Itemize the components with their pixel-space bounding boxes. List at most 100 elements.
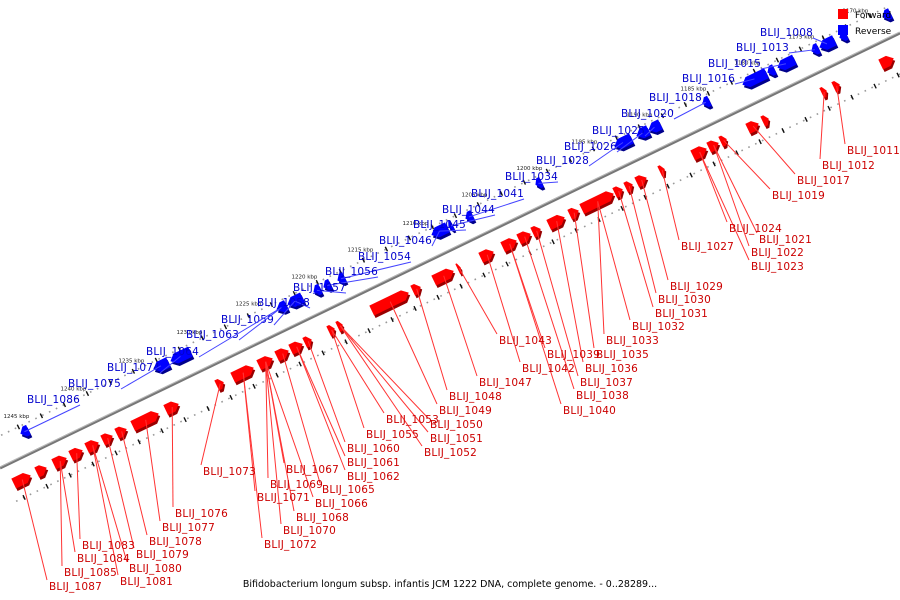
track-tick xyxy=(275,372,279,378)
gene-label-text: BLIJ_1019 xyxy=(772,190,825,202)
track-tick xyxy=(758,139,762,145)
gene-leader-line xyxy=(486,254,521,363)
track-tick xyxy=(660,113,665,119)
gene-label-text: BLIJ_1025 xyxy=(592,125,645,137)
gene-leader-line xyxy=(238,307,282,341)
gene-label: BLIJ_1069 xyxy=(265,361,323,491)
reverse-gene xyxy=(431,222,452,240)
gene-body xyxy=(500,238,517,253)
reverse-gene xyxy=(811,43,823,57)
gene-leader-line xyxy=(788,49,815,54)
gene-label-text: BLIJ_1069 xyxy=(270,479,323,491)
track-tick xyxy=(384,246,389,252)
label-layer: BLIJ_1008 BLIJ_1013 BLIJ_1015 BLIJ_1016 BLIJ… xyxy=(21,27,900,593)
gene-body xyxy=(100,433,113,446)
gene-label: BLIJ_1045 xyxy=(413,219,467,232)
track-tick xyxy=(522,179,527,185)
gene-leader-line xyxy=(265,361,295,512)
gene-label: BLIJ_1018 xyxy=(649,92,707,104)
forward-gene xyxy=(431,268,456,289)
gene-label: BLIJ_1073 xyxy=(200,383,256,478)
gene-label: BLIJ_1032 xyxy=(597,201,685,333)
gene-leader-line xyxy=(339,325,423,447)
track-tick xyxy=(252,383,256,389)
track-tick xyxy=(85,391,90,397)
gene-leader-line xyxy=(673,101,707,120)
gene-label: BLIJ_1078 xyxy=(121,431,202,548)
gene-label: BLIJ_1057 xyxy=(293,282,347,294)
gene-label: BLIJ_1070 xyxy=(265,361,336,537)
gene-label: BLIJ_1081 xyxy=(92,445,173,588)
gene-label: BLIJ_1040 xyxy=(509,243,616,417)
track-tick xyxy=(91,461,95,467)
track-tick xyxy=(62,402,67,408)
gene-label: BLIJ_1058 xyxy=(257,297,311,309)
reverse-gene xyxy=(702,95,714,110)
forward-gene xyxy=(100,433,115,449)
gene-label: BLIJ_1038 xyxy=(524,236,629,402)
track-tick xyxy=(229,394,233,400)
gene-label-text: BLIJ_1080 xyxy=(129,563,182,575)
gene-label: BLIJ_1028 xyxy=(536,142,624,167)
gene-label: BLIJ_1063 xyxy=(186,307,282,341)
track-tick xyxy=(137,439,141,445)
gene-label-text: BLIJ_1015 xyxy=(708,58,761,70)
gene-label-text: BLIJ_1084 xyxy=(77,553,130,565)
gene-leader-line xyxy=(450,214,496,227)
axis-highlight xyxy=(0,31,900,468)
gene-label: BLIJ_1044 xyxy=(442,204,496,227)
forward-gene xyxy=(84,440,101,456)
gene-label-text: BLIJ_1081 xyxy=(120,576,173,588)
gene-leader-line xyxy=(92,445,119,576)
gene-body xyxy=(777,54,797,71)
gene-label: BLIJ_1065 xyxy=(282,353,375,496)
gene-body xyxy=(163,401,179,416)
gene-label-text: BLIJ_1046 xyxy=(379,235,432,247)
track-tick xyxy=(453,213,458,219)
gene-leader-line xyxy=(340,261,412,280)
gene-leader-line xyxy=(273,300,296,326)
gene-leader-line xyxy=(326,276,379,287)
gene-body xyxy=(742,68,769,88)
gene-label-text: BLIJ_1033 xyxy=(606,335,659,347)
track-tick xyxy=(873,83,877,89)
gene-body xyxy=(455,263,462,274)
track-tick xyxy=(683,101,688,108)
gene-leader-line xyxy=(468,198,525,218)
gene-label: BLIJ_1084 xyxy=(59,461,130,565)
forward-gene xyxy=(68,447,85,464)
legend-forward-swatch xyxy=(838,9,848,19)
gene-label: BLIJ_1086 xyxy=(24,394,81,433)
gene-leader-line xyxy=(200,383,221,466)
gene-leader-line xyxy=(573,212,595,349)
gene-label: BLIJ_1041 xyxy=(468,188,525,218)
gene-label-text: BLIJ_1052 xyxy=(424,447,477,459)
forward-gene xyxy=(288,341,305,358)
gene-leader-line xyxy=(641,179,669,281)
track-tick xyxy=(499,190,504,197)
gene-label: BLIJ_1076 xyxy=(171,406,228,520)
ruler-tick-label: 1240 kbp xyxy=(61,386,87,392)
gene-body xyxy=(431,222,450,238)
forward-gene xyxy=(516,231,533,247)
gene-label-text: BLIJ_1039 xyxy=(547,349,600,361)
gene-label-text: BLIJ_1054 xyxy=(358,251,411,263)
gene-label: BLIJ_1049 xyxy=(389,301,492,417)
forward-gene xyxy=(326,325,337,339)
gene-label-text: BLIJ_1012 xyxy=(822,160,875,172)
track-tick xyxy=(505,261,509,267)
forward-gene xyxy=(634,175,649,190)
track-tick xyxy=(689,172,693,178)
gene-body xyxy=(335,320,343,332)
gene-leader-line xyxy=(597,201,631,321)
gene-label-text: BLIJ_1037 xyxy=(580,377,633,389)
track-tick xyxy=(706,90,711,96)
forward-gene xyxy=(567,207,581,223)
track-tick xyxy=(896,72,900,78)
track-tick xyxy=(482,272,486,278)
gene-label-text: BLIJ_1036 xyxy=(585,363,638,375)
gene-label: BLIJ_1019 xyxy=(723,140,825,202)
gene-label-text: BLIJ_1016 xyxy=(682,73,735,85)
gene-label-text: BLIJ_1029 xyxy=(670,281,723,293)
forward-gene xyxy=(114,426,129,442)
